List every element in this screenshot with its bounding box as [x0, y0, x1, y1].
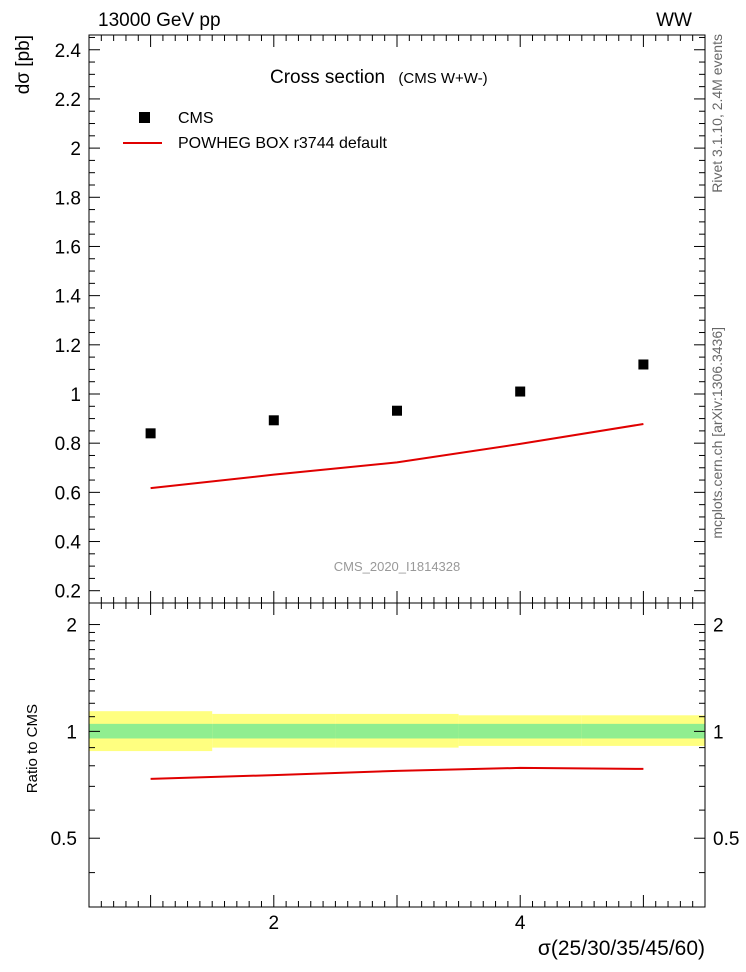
legend-marker-cms [139, 112, 150, 123]
chart-title: Cross section (CMS W+W-) [270, 67, 488, 88]
mcplots-label: mcplots.cern.ch [arXiv:1306.3436] [709, 327, 725, 539]
ratio-ytick-label-right: 1 [713, 722, 724, 743]
legend-label-powheg: POWHEG BOX r3744 default [178, 135, 388, 152]
ratio-band-stat-2 [335, 723, 459, 739]
ratio-data-layer [150, 766, 644, 780]
main-ylabel: dσ [pb] [13, 35, 34, 94]
main-axes: 0.2 0.4 0.6 0.8 1 1.2 1.4 1.6 1.8 2 2.2 2.4 [55, 34, 706, 604]
ratio-ytick-label-right: 0.5 [713, 829, 739, 850]
main-series-line-powheg [150, 423, 644, 490]
chart-title-main: Cross section [270, 67, 385, 88]
main-data-layer [145, 359, 649, 490]
ratio-bands [89, 711, 705, 752]
main-point-cms-3 [392, 405, 402, 416]
main-panel: 0.2 0.4 0.6 0.8 1 1.2 1.4 1.6 1.8 2 2.2 2.4 [55, 34, 706, 604]
ratio-ytick-label: 1 [66, 722, 77, 743]
ratio-ytick-label: 2 [66, 616, 77, 637]
ratio-band-stat-1 [212, 723, 336, 739]
main-ytick-label: 1.6 [55, 237, 81, 258]
header-right: WW [656, 10, 692, 31]
main-ytick-label: 1.2 [55, 336, 81, 357]
ratio-xtick-label: 2 [269, 913, 280, 934]
main-ytick-label: 1.8 [55, 188, 81, 209]
main-ytick-label: 2 [70, 139, 81, 160]
ratio-ylabel: Ratio to CMS [24, 704, 41, 793]
main-ytick-label: 0.2 [55, 582, 81, 603]
main-ytick-label: 1 [70, 385, 81, 406]
header-left: 13000 GeV pp [98, 10, 221, 31]
main-ytick-label: 2.4 [55, 41, 82, 62]
ratio-xtick-label: 4 [515, 913, 526, 934]
main-ytick-label: 0.8 [55, 434, 81, 455]
ratio-band-stat-0 [89, 723, 213, 739]
ratio-xlabel: σ(25/30/35/45/60) [538, 937, 705, 960]
ratio-ytick-label-right: 2 [713, 616, 724, 637]
legend: CMS POWHEG BOX r3744 default [123, 110, 388, 152]
main-ytick-label: 0.4 [55, 533, 82, 554]
ratio-band-stat-3 [458, 723, 582, 739]
main-ytick-label: 1.4 [55, 287, 82, 308]
ratio-panel: 2 4 0.5 0.5 1 1 2 2 [51, 602, 739, 934]
main-ytick-label: 0.6 [55, 483, 81, 504]
ratio-series-line-powheg [150, 766, 644, 780]
legend-label-cms: CMS [178, 110, 214, 127]
ratio-axes: 2 4 0.5 0.5 1 1 2 2 [51, 602, 739, 934]
ratio-band-stat-4 [581, 723, 705, 739]
main-point-cms-5 [638, 359, 649, 370]
chart-title-sub: (CMS W+W-) [398, 70, 487, 87]
main-ytick-label: 2.2 [55, 90, 81, 111]
ratio-ytick-label: 0.5 [51, 829, 77, 850]
ratio-frame [88, 602, 706, 908]
rivet-label: Rivet 3.1.10, 2.4M events [709, 34, 725, 193]
main-point-cms-2 [268, 415, 279, 426]
main-point-cms-1 [145, 428, 156, 439]
analysis-watermark: CMS_2020_I1814328 [334, 559, 461, 574]
main-point-cms-4 [515, 386, 526, 397]
